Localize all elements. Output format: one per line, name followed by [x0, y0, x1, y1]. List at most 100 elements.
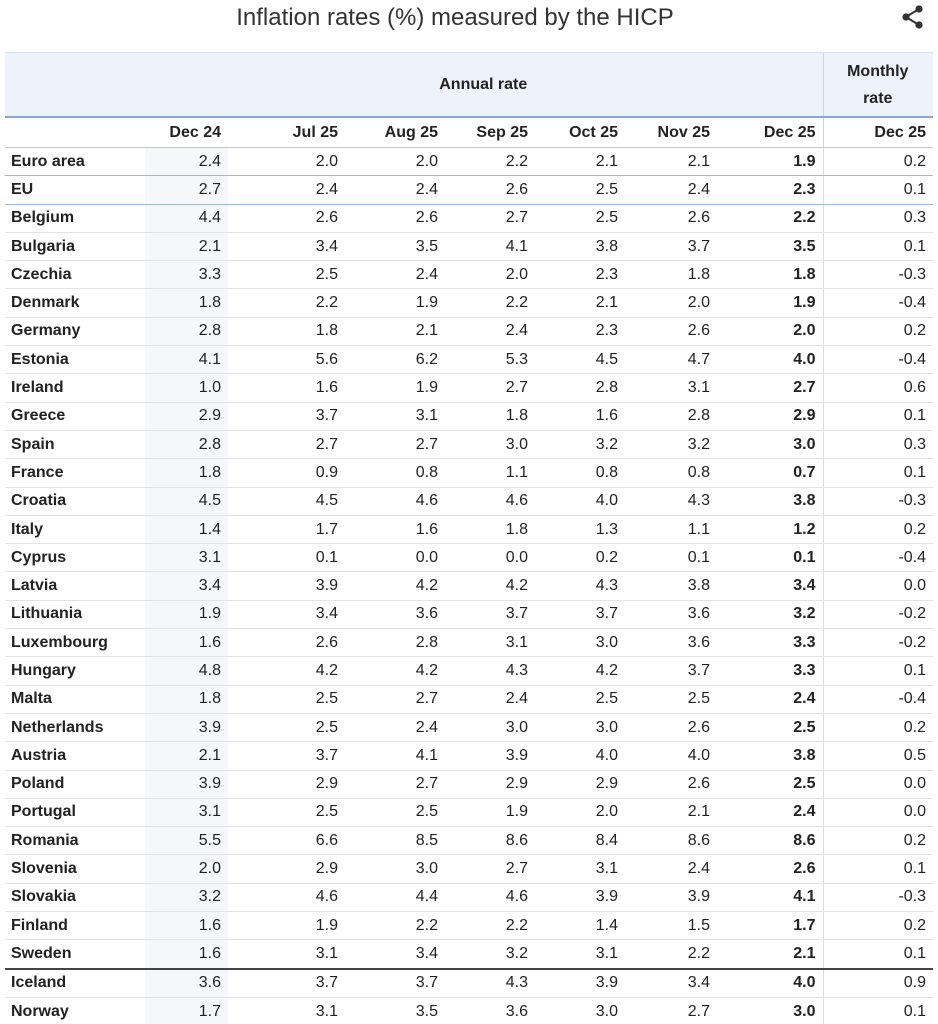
table-row: Greece 2.9 3.7 3.1 1.8 1.6 2.8 2.9 0.1: [5, 402, 934, 431]
share-icon[interactable]: [900, 4, 926, 30]
table-row: Italy 1.4 1.7 1.6 1.8 1.3 1.1 1.2 0.2: [5, 515, 934, 545]
cell: 1.9: [145, 600, 228, 630]
cell: 1.7: [717, 911, 824, 941]
cell: 0.2: [822, 147, 934, 177]
cell: 4.1: [145, 345, 228, 375]
cell: 2.6: [445, 175, 535, 205]
cell: 3.7: [445, 600, 535, 630]
cell: 3.5: [345, 232, 445, 262]
cell: 3.1: [345, 402, 445, 431]
cell: 4.2: [228, 656, 345, 686]
row-label: France: [5, 458, 145, 488]
cell: 2.1: [535, 288, 625, 318]
cell: 3.6: [345, 600, 445, 630]
row-label: Slovakia: [5, 883, 145, 913]
cell: 2.7: [625, 997, 717, 1024]
cell: 0.2: [822, 515, 934, 545]
cell: 2.0: [717, 317, 824, 347]
cell: 3.8: [717, 741, 824, 771]
table-row: Sweden 1.6 3.1 3.4 3.2 3.1 2.2 2.1 0.1: [5, 939, 934, 970]
cell: 3.6: [145, 968, 228, 998]
cell: 1.6: [228, 373, 345, 403]
cell: 0.1: [822, 854, 934, 884]
row-label: Bulgaria: [5, 232, 145, 262]
cell: 1.9: [717, 288, 824, 318]
cell: 3.9: [535, 968, 625, 998]
cell: 3.2: [717, 600, 824, 630]
cell: 4.8: [145, 656, 228, 686]
cell: 2.1: [535, 147, 625, 177]
cell: 2.7: [228, 430, 345, 460]
cell: 1.9: [717, 147, 824, 177]
row-label: Czechia: [5, 260, 145, 290]
cell: 0.2: [822, 911, 934, 941]
cell: 2.3: [535, 317, 625, 347]
cell: 2.4: [145, 147, 228, 177]
row-label: Sweden: [5, 939, 145, 970]
cell: 2.5: [535, 204, 625, 233]
table-row: Euro area 2.4 2.0 2.0 2.2 2.1 2.1 1.9 0.2: [5, 147, 934, 177]
group-header: Annual rate: [145, 52, 824, 117]
cell: 0.1: [822, 232, 934, 262]
cell: 4.0: [625, 741, 717, 771]
cell: 4.4: [145, 204, 228, 233]
cell: 4.1: [445, 232, 535, 262]
cell: 2.6: [717, 854, 824, 884]
cell: 4.1: [345, 741, 445, 771]
row-label: Norway: [5, 997, 145, 1024]
cell: 2.5: [345, 798, 445, 828]
cell: 1.1: [445, 458, 535, 488]
cell: 2.7: [345, 685, 445, 714]
table-row: France 1.8 0.9 0.8 1.1 0.8 0.8 0.7 0.1: [5, 458, 934, 488]
cell: 2.2: [445, 288, 535, 318]
cell: 3.0: [445, 713, 535, 743]
cell: 4.0: [717, 968, 824, 998]
cell: 1.8: [717, 260, 824, 290]
table-row: Bulgaria 2.1 3.4 3.5 4.1 3.8 3.7 3.5 0.1: [5, 232, 934, 262]
cell: 2.9: [145, 402, 228, 431]
cell: 2.7: [345, 770, 445, 799]
cell: 2.7: [445, 373, 535, 403]
cell: 2.6: [345, 204, 445, 233]
table-row: Finland 1.6 1.9 2.2 2.2 1.4 1.5 1.7 0.2: [5, 911, 934, 941]
row-label: Denmark: [5, 288, 145, 318]
cell: 2.0: [145, 854, 228, 884]
cell: 4.3: [535, 571, 625, 601]
row-label: Lithuania: [5, 600, 145, 630]
cell: 4.7: [625, 345, 717, 375]
cell: 4.4: [345, 883, 445, 913]
cell: 3.1: [228, 939, 345, 970]
cell: 2.8: [345, 628, 445, 658]
cell: 1.6: [345, 515, 445, 545]
cell: 3.1: [145, 543, 228, 573]
column-header: Dec 25: [717, 116, 824, 148]
inflation-table: Annual rate Monthly rate Dec 24 Jul 25 Aug…: [5, 52, 934, 1024]
cell: 6.2: [345, 345, 445, 375]
row-label: Ireland: [5, 373, 145, 403]
cell: 2.4: [345, 713, 445, 743]
table-row: Estonia 4.1 5.6 6.2 5.3 4.5 4.7 4.0 -0.4: [5, 345, 934, 375]
cell: 3.1: [228, 997, 345, 1024]
cell: 3.2: [145, 883, 228, 913]
cell: 2.1: [625, 798, 717, 828]
cell: 3.4: [228, 232, 345, 262]
cell: 1.8: [145, 685, 228, 714]
cell: 0.7: [717, 458, 824, 488]
row-label: Euro area: [5, 147, 145, 177]
column-header: Aug 25: [345, 116, 445, 148]
row-label: Greece: [5, 402, 145, 431]
cell: 1.3: [535, 515, 625, 545]
cell: 4.2: [535, 656, 625, 686]
cell: 0.6: [822, 373, 934, 403]
cell: 1.8: [228, 317, 345, 347]
cell: 1.9: [345, 288, 445, 318]
table-row: Malta 1.8 2.5 2.7 2.4 2.5 2.5 2.4 -0.4: [5, 685, 934, 714]
cell: 2.2: [445, 911, 535, 941]
cell: 1.1: [625, 515, 717, 545]
cell: -0.4: [822, 288, 934, 318]
cell: 3.9: [145, 713, 228, 743]
cell: 2.5: [228, 685, 345, 714]
cell: 3.4: [145, 571, 228, 601]
row-label: Finland: [5, 911, 145, 941]
cell: 4.2: [345, 656, 445, 686]
